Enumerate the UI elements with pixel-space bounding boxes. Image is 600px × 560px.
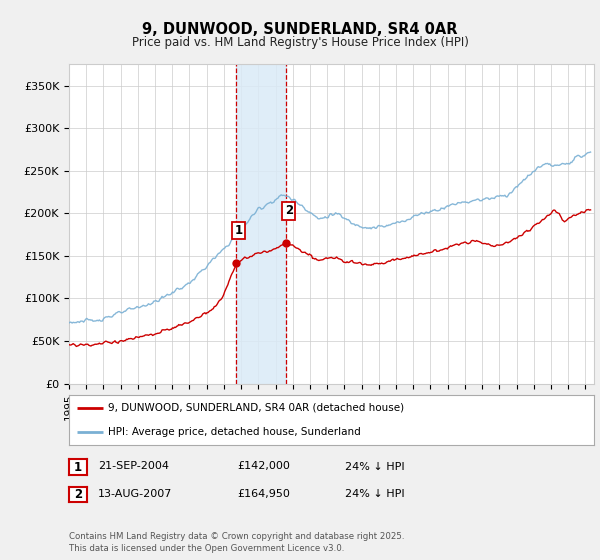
Text: 13-AUG-2007: 13-AUG-2007 (98, 489, 172, 499)
Text: 1: 1 (74, 460, 82, 474)
Text: 9, DUNWOOD, SUNDERLAND, SR4 0AR: 9, DUNWOOD, SUNDERLAND, SR4 0AR (142, 22, 458, 38)
Text: 24% ↓ HPI: 24% ↓ HPI (345, 461, 404, 472)
Text: 1: 1 (235, 224, 243, 237)
Text: 2: 2 (74, 488, 82, 501)
Text: 21-SEP-2004: 21-SEP-2004 (98, 461, 169, 472)
Bar (236, 64, 286, 384)
Text: Contains HM Land Registry data © Crown copyright and database right 2025.
This d: Contains HM Land Registry data © Crown c… (69, 533, 404, 553)
Text: Price paid vs. HM Land Registry's House Price Index (HPI): Price paid vs. HM Land Registry's House … (131, 36, 469, 49)
Text: HPI: Average price, detached house, Sunderland: HPI: Average price, detached house, Sund… (109, 427, 361, 437)
Text: 24% ↓ HPI: 24% ↓ HPI (345, 489, 404, 499)
Text: £142,000: £142,000 (237, 461, 290, 472)
Text: 9, DUNWOOD, SUNDERLAND, SR4 0AR (detached house): 9, DUNWOOD, SUNDERLAND, SR4 0AR (detache… (109, 403, 404, 413)
Text: 2: 2 (285, 204, 293, 217)
Text: £164,950: £164,950 (237, 489, 290, 499)
